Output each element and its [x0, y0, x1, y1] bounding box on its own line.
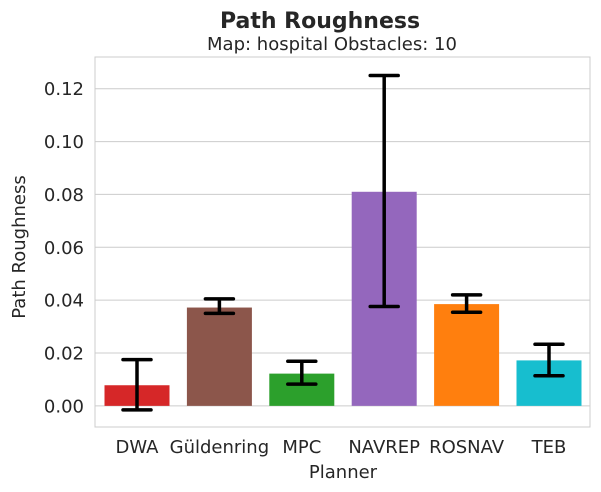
bar	[186, 307, 252, 406]
x-tick-label: TEB	[531, 437, 567, 458]
chart-title: Path Roughness	[220, 9, 420, 34]
y-tick-label: 0.12	[44, 79, 84, 100]
plot-frame	[94, 56, 591, 428]
gridlines	[95, 88, 590, 407]
y-ticks: 0.00 0.02 0.04 0.06 0.08 0.10 0.12	[44, 79, 84, 417]
y-tick-label: 0.04	[44, 291, 84, 312]
y-tick-label: 0.06	[44, 238, 84, 259]
y-tick-label: 0.02	[44, 344, 84, 365]
bar	[434, 304, 500, 406]
error-bars	[121, 73, 565, 412]
x-tick-label: ROSNAV	[429, 437, 505, 458]
x-axis-label: Planner	[309, 462, 378, 483]
x-tick-label: Güldenring	[170, 437, 270, 458]
x-tick-label: MPC	[282, 437, 321, 458]
x-tick-label: NAVREP	[348, 437, 420, 458]
chart-subtitle: Map: hospital Obstacles: 10	[207, 34, 457, 55]
y-axis-label: Path Roughness	[9, 175, 30, 318]
y-tick-label: 0.08	[44, 185, 84, 206]
x-ticks: DWA Güldenring MPC NAVREP ROSNAV TEB	[116, 437, 567, 458]
x-tick-label: DWA	[116, 437, 160, 458]
y-tick-label: 0.00	[44, 396, 84, 417]
bars	[104, 191, 582, 406]
y-tick-label: 0.10	[44, 132, 84, 153]
